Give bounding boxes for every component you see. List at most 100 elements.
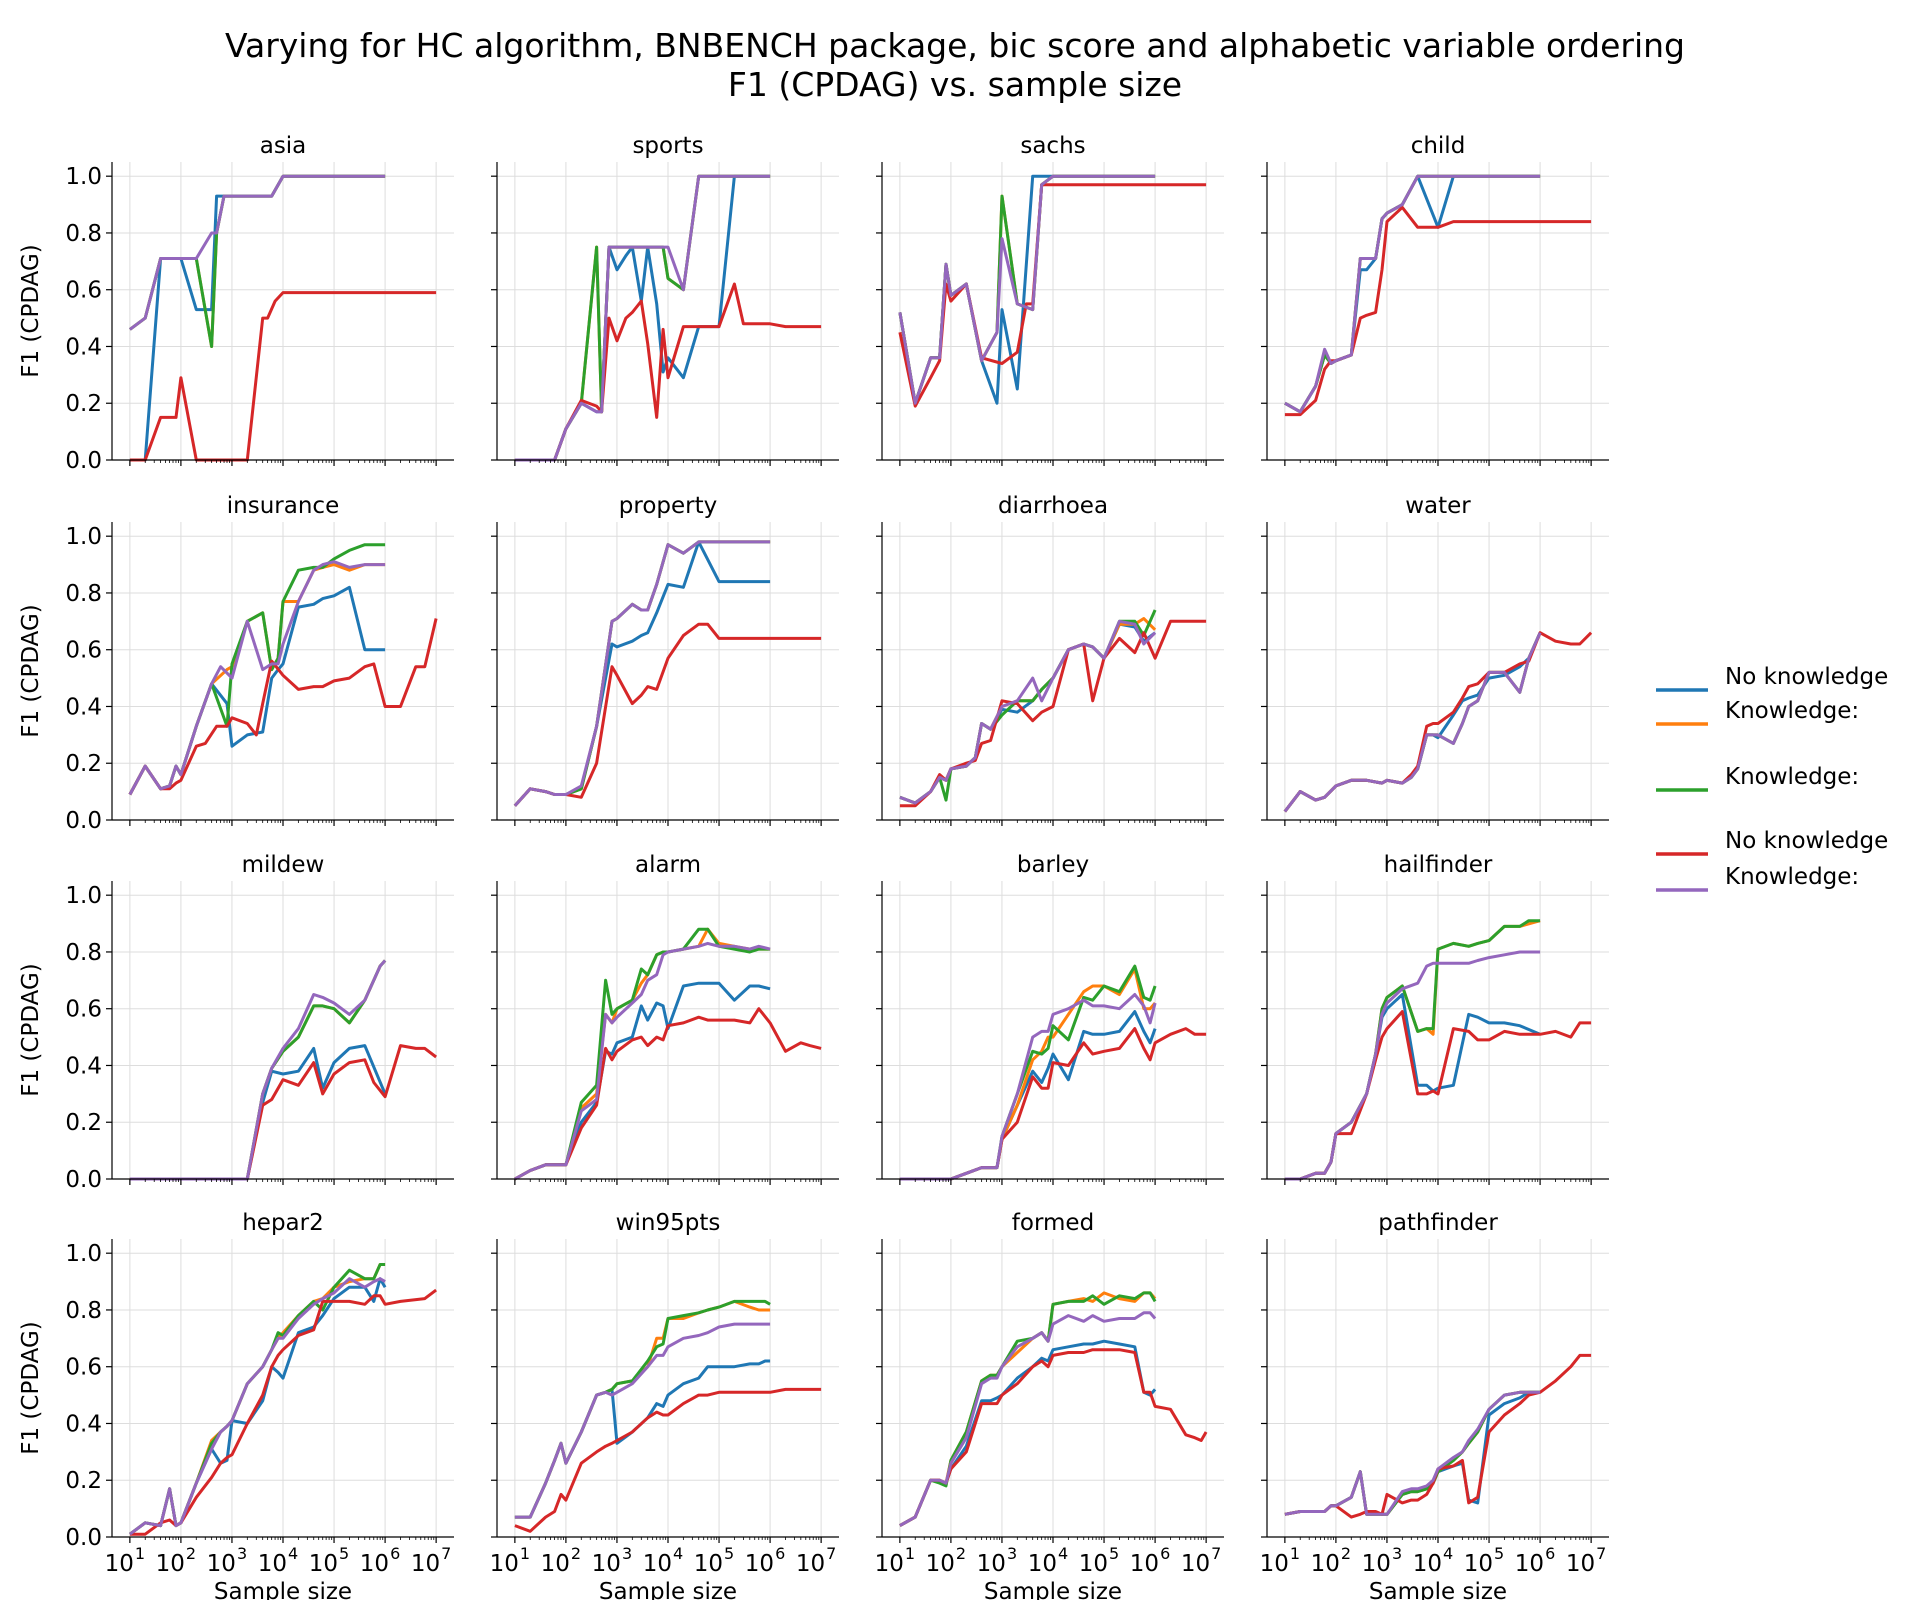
y-tick-label: 0.0 xyxy=(65,1167,102,1193)
x-tick-label: 10 xyxy=(796,1551,825,1577)
x-tick-label: 10 xyxy=(1181,1551,1210,1577)
subplot-title: insurance xyxy=(227,493,339,519)
subplot-title: win95pts xyxy=(616,1210,721,1236)
x-tick-label: 10 xyxy=(643,1551,672,1577)
series-line xyxy=(129,959,387,1181)
series-line xyxy=(514,1007,822,1181)
x-tick-exponent: 4 xyxy=(673,1544,683,1563)
subplot-title: sachs xyxy=(1020,133,1085,159)
y-tick-label: 0.4 xyxy=(65,694,102,720)
x-tick-exponent: 2 xyxy=(186,1544,196,1563)
series-line xyxy=(129,174,386,331)
x-tick-exponent: 3 xyxy=(237,1544,247,1563)
x-tick-exponent: 6 xyxy=(775,1544,785,1563)
y-tick-label: 0.2 xyxy=(65,391,102,417)
x-tick-label: 10 xyxy=(360,1551,389,1577)
x-tick-exponent: 2 xyxy=(956,1544,966,1563)
series-line xyxy=(1284,950,1541,1181)
legend-label: Knowledge: xyxy=(1725,864,1859,890)
x-axis-label: Sample size xyxy=(599,1579,737,1600)
x-tick-exponent: 7 xyxy=(826,1544,836,1563)
y-tick-label: 0.0 xyxy=(65,808,102,834)
series-line xyxy=(129,959,387,1181)
x-tick-exponent: 7 xyxy=(1211,1544,1221,1563)
subplot-title: pathfinder xyxy=(1378,1210,1498,1236)
subplot-grid: 0.0 0.2 0.4 0.6 0.8 1.0 asia F1 (CPDAG) sports sa… xyxy=(18,133,1609,1600)
subplot-mildew: 0.0 0.2 0.4 0.6 0.8 1.0 mildew F1 (CPDAG) xyxy=(18,852,454,1193)
y-tick-label: 0.8 xyxy=(65,1298,102,1324)
subplot-title: hailfinder xyxy=(1384,852,1493,878)
y-axis-label: F1 (CPDAG) xyxy=(18,604,44,738)
y-axis-label: F1 (CPDAG) xyxy=(18,1321,44,1455)
subplot-title: property xyxy=(619,493,717,519)
subplot-barley: barley xyxy=(876,852,1224,1185)
x-tick-label: 10 xyxy=(1566,1551,1595,1577)
series-line xyxy=(129,1277,386,1536)
x-tick-label: 10 xyxy=(1413,1551,1442,1577)
y-tick-label: 0.4 xyxy=(65,334,102,360)
x-tick-label: 10 xyxy=(694,1551,723,1577)
subplot-title: diarrhoea xyxy=(998,493,1108,519)
x-tick-label: 10 xyxy=(411,1551,440,1577)
figure-title-line1: Varying for HC algorithm, BNBENCH packag… xyxy=(225,26,1685,65)
x-tick-label: 10 xyxy=(1362,1551,1391,1577)
legend-label: Knowledge: xyxy=(1725,764,1859,790)
subplot-sports: sports xyxy=(491,133,839,466)
y-tick-label: 0.6 xyxy=(65,1355,102,1381)
y-tick-label: 0.6 xyxy=(65,997,102,1023)
x-tick-label: 10 xyxy=(977,1551,1006,1577)
series-line xyxy=(514,1299,771,1519)
series-line xyxy=(514,941,771,1181)
y-tick-label: 0.8 xyxy=(65,940,102,966)
x-tick-label: 10 xyxy=(1260,1551,1289,1577)
series-line xyxy=(514,1322,771,1519)
x-tick-label: 10 xyxy=(1515,1551,1544,1577)
subplot-diarrhoea: diarrhoea xyxy=(876,493,1224,826)
subplot-title: barley xyxy=(1017,852,1089,878)
subplot-title: child xyxy=(1411,133,1466,159)
x-tick-label: 10 xyxy=(541,1551,570,1577)
y-axis-label: F1 (CPDAG) xyxy=(18,244,44,378)
x-tick-exponent: 7 xyxy=(441,1544,451,1563)
legend-label: No knowledge xyxy=(1725,828,1888,854)
subplot-title: sports xyxy=(632,133,703,159)
series-line xyxy=(899,1339,1157,1527)
y-tick-label: 0.8 xyxy=(65,581,102,607)
x-tick-label: 10 xyxy=(258,1551,287,1577)
x-tick-exponent: 4 xyxy=(288,1544,298,1563)
series-line xyxy=(1284,174,1541,414)
series-line xyxy=(1283,632,1542,813)
x-tick-exponent: 1 xyxy=(1290,1544,1300,1563)
series-line xyxy=(899,619,1157,805)
subplot-title: hepar2 xyxy=(242,1210,324,1236)
x-tick-exponent: 1 xyxy=(905,1544,915,1563)
series-line xyxy=(514,174,771,462)
series-line xyxy=(1283,632,1542,813)
subplot-property: property xyxy=(491,493,839,826)
x-tick-exponent: 3 xyxy=(1007,1544,1017,1563)
series-line xyxy=(899,967,1157,1181)
x-tick-label: 10 xyxy=(490,1551,519,1577)
figure-title-line2: F1 (CPDAG) vs. sample size xyxy=(728,65,1182,104)
series-line xyxy=(128,560,386,796)
legend-label: Knowledge: xyxy=(1725,698,1859,724)
series-line xyxy=(513,540,771,807)
x-tick-exponent: 6 xyxy=(1545,1544,1555,1563)
series-line xyxy=(129,959,387,1181)
series-line xyxy=(1283,632,1542,813)
subplot-sachs: sachs xyxy=(876,133,1224,466)
y-tick-label: 0.0 xyxy=(65,1525,102,1551)
x-tick-exponent: 7 xyxy=(1596,1544,1606,1563)
y-tick-label: 0.2 xyxy=(65,751,102,777)
series-line xyxy=(1284,1390,1541,1516)
series-line xyxy=(899,1291,1157,1527)
series-line xyxy=(514,927,771,1181)
x-tick-exponent: 5 xyxy=(1109,1544,1119,1563)
y-tick-label: 1.0 xyxy=(65,1241,102,1267)
legend: No knowledge Knowledge: Knowledge: No knowl… xyxy=(1656,664,1888,892)
x-tick-label: 10 xyxy=(1311,1551,1340,1577)
x-tick-exponent: 5 xyxy=(724,1544,734,1563)
